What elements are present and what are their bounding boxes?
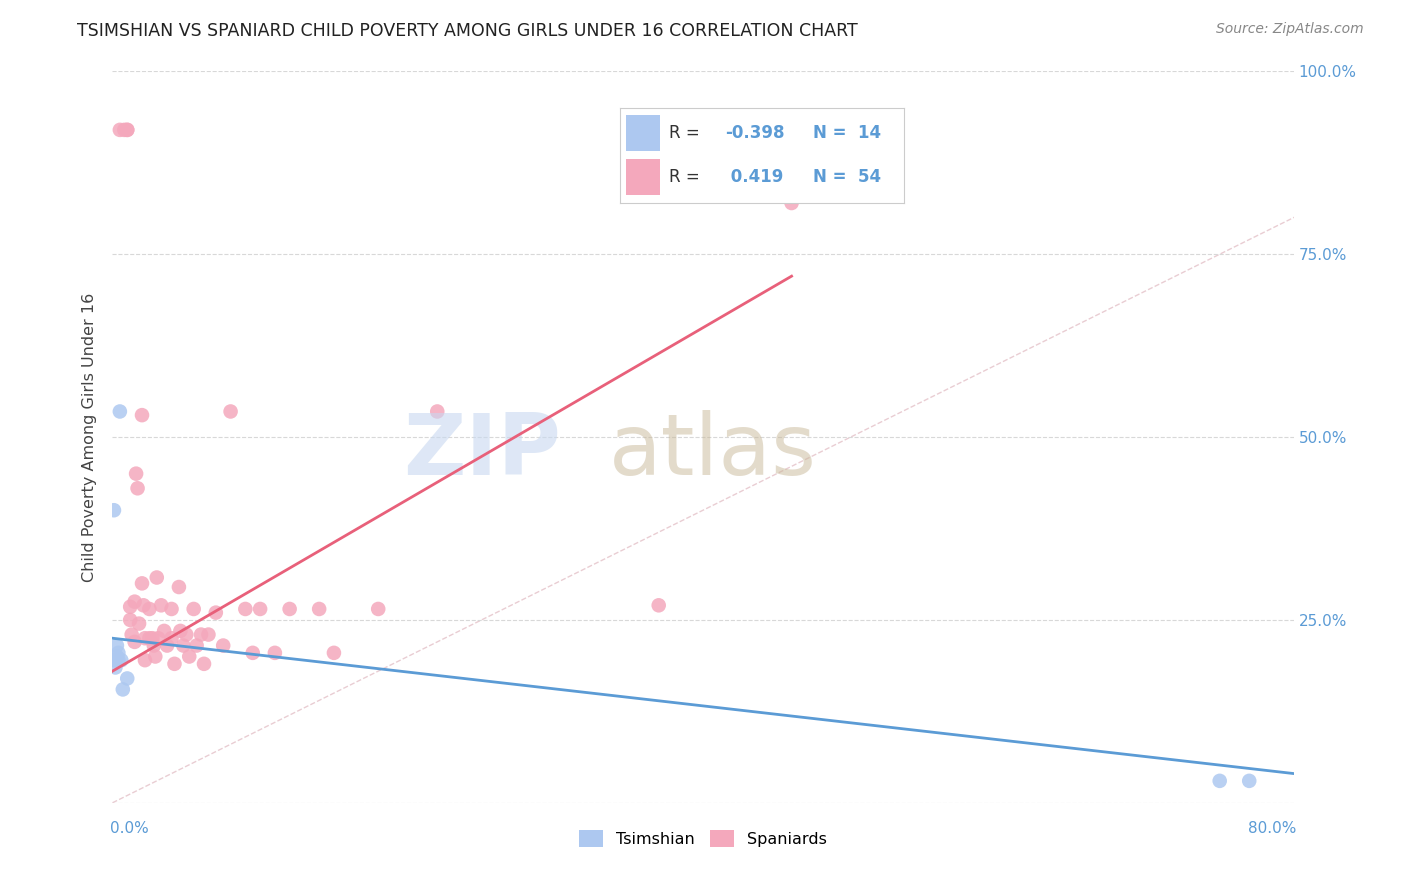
Point <box>117 672 138 686</box>
Point <box>249 602 271 616</box>
Point <box>124 635 146 649</box>
Point <box>160 602 183 616</box>
Point <box>1239 773 1261 788</box>
Point <box>183 602 205 616</box>
Point <box>120 613 142 627</box>
Point <box>131 408 153 422</box>
Point <box>125 467 148 481</box>
Point <box>143 649 166 664</box>
Point <box>163 657 186 671</box>
Point <box>186 639 208 653</box>
Point <box>134 653 156 667</box>
Point <box>150 599 173 613</box>
Point <box>124 594 146 608</box>
Point <box>308 602 330 616</box>
Text: TSIMSHIAN VS SPANIARD CHILD POVERTY AMONG GIRLS UNDER 16 CORRELATION CHART: TSIMSHIAN VS SPANIARD CHILD POVERTY AMON… <box>77 22 858 40</box>
Point <box>172 639 194 653</box>
Point <box>104 653 127 667</box>
Point <box>233 602 256 616</box>
Point <box>219 404 242 418</box>
Point <box>205 606 228 620</box>
Point <box>278 602 301 616</box>
Point <box>323 646 346 660</box>
Legend: Tsimshian, Spaniards: Tsimshian, Spaniards <box>572 824 834 854</box>
Point <box>174 627 197 641</box>
Point <box>141 632 163 646</box>
Point <box>105 649 128 664</box>
Point <box>134 632 156 646</box>
Text: Source: ZipAtlas.com: Source: ZipAtlas.com <box>1216 22 1364 37</box>
Point <box>120 599 142 614</box>
Point <box>160 632 183 646</box>
Point <box>780 196 803 211</box>
Point <box>1208 773 1232 788</box>
Point <box>117 123 138 137</box>
Point <box>169 624 191 638</box>
Point <box>103 653 125 667</box>
Point <box>193 657 215 671</box>
Point <box>367 602 389 616</box>
Text: 0.0%: 0.0% <box>110 822 149 837</box>
Point <box>647 599 671 613</box>
Point <box>127 481 149 495</box>
Point <box>197 627 219 641</box>
Point <box>117 123 138 137</box>
Y-axis label: Child Poverty Among Girls Under 16: Child Poverty Among Girls Under 16 <box>82 293 97 582</box>
Point <box>138 632 160 646</box>
Point <box>212 639 235 653</box>
Point <box>146 570 169 584</box>
Point <box>108 123 131 137</box>
Point <box>426 404 449 418</box>
Point <box>242 646 264 660</box>
Point <box>111 682 134 697</box>
Point <box>131 576 153 591</box>
Point <box>105 639 128 653</box>
Point <box>132 599 155 613</box>
Point <box>156 639 179 653</box>
Text: 80.0%: 80.0% <box>1249 822 1296 837</box>
Point <box>110 653 132 667</box>
Point <box>190 627 212 641</box>
Point <box>103 503 125 517</box>
Point <box>179 649 201 664</box>
Point <box>264 646 287 660</box>
Point <box>167 580 190 594</box>
Point <box>153 624 176 638</box>
Point <box>142 639 165 653</box>
Point <box>107 653 129 667</box>
Point <box>108 404 131 418</box>
Text: atlas: atlas <box>609 410 817 493</box>
Point <box>107 646 129 660</box>
Point <box>128 616 150 631</box>
Point <box>121 627 143 641</box>
Text: ZIP: ZIP <box>404 410 561 493</box>
Point <box>138 602 160 616</box>
Point <box>112 123 135 137</box>
Point <box>104 660 127 674</box>
Point <box>148 632 170 646</box>
